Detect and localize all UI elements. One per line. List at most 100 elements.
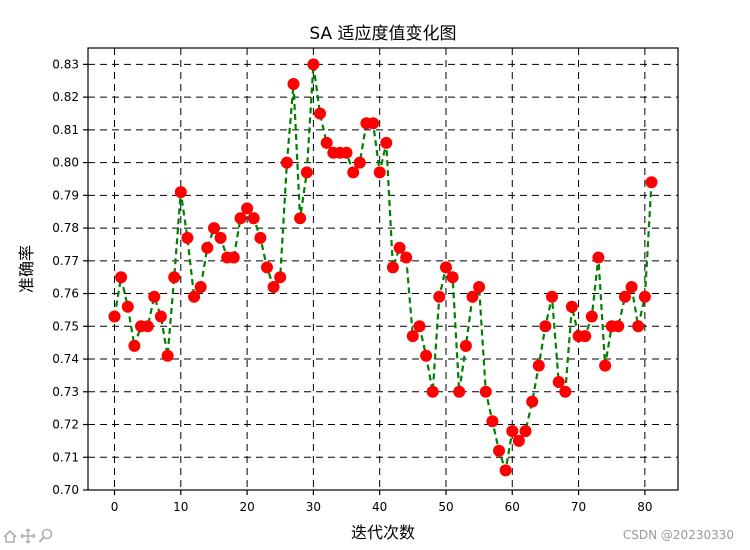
data-point bbox=[599, 359, 612, 372]
data-point bbox=[638, 290, 651, 303]
data-point bbox=[168, 271, 181, 284]
data-point bbox=[400, 251, 413, 264]
data-point bbox=[154, 310, 167, 323]
data-point bbox=[280, 156, 293, 169]
data-point bbox=[234, 212, 247, 225]
data-point bbox=[619, 290, 631, 303]
move-icon[interactable] bbox=[20, 528, 36, 544]
data-point bbox=[201, 241, 214, 254]
data-point bbox=[148, 290, 161, 303]
data-point bbox=[406, 330, 419, 343]
data-point bbox=[227, 251, 240, 264]
data-point bbox=[367, 117, 380, 130]
data-point bbox=[453, 385, 466, 398]
data-point bbox=[340, 146, 353, 159]
data-point bbox=[214, 231, 227, 244]
x-axis-label: 迭代次数 bbox=[351, 523, 415, 542]
data-point bbox=[645, 176, 658, 189]
y-axis-label: 准确率 bbox=[17, 245, 36, 293]
data-point bbox=[241, 202, 254, 215]
data-point bbox=[141, 320, 154, 333]
data-point bbox=[121, 300, 134, 313]
data-point bbox=[393, 241, 406, 254]
y-tick-label: 0.70 bbox=[52, 483, 79, 497]
y-tick-label: 0.82 bbox=[52, 90, 79, 104]
y-tick-label: 0.81 bbox=[52, 123, 79, 137]
data-point bbox=[426, 385, 439, 398]
data-point bbox=[267, 281, 280, 293]
data-point bbox=[320, 136, 333, 149]
data-point bbox=[539, 320, 552, 333]
data-point bbox=[512, 434, 525, 447]
data-point bbox=[565, 300, 578, 313]
data-point bbox=[274, 271, 287, 284]
toolbar bbox=[2, 528, 54, 544]
data-point bbox=[413, 320, 426, 333]
data-point bbox=[247, 212, 260, 225]
data-point bbox=[254, 231, 267, 244]
x-tick-label: 0 bbox=[111, 500, 119, 514]
axis-ticks: 0.70 0.71 0.72 0.73 0.74 0.75 0.76 0.77 0.78 0.79… bbox=[52, 57, 652, 514]
data-point bbox=[161, 349, 174, 362]
data-point bbox=[585, 310, 598, 323]
data-point bbox=[353, 156, 366, 169]
data-point bbox=[188, 290, 201, 303]
data-point bbox=[559, 385, 572, 398]
data-point bbox=[552, 376, 565, 388]
data-point bbox=[592, 251, 605, 264]
data-point bbox=[532, 359, 545, 372]
data-point bbox=[632, 320, 645, 333]
data-point bbox=[314, 107, 326, 120]
data-point bbox=[347, 166, 360, 179]
y-tick-label: 0.80 bbox=[52, 156, 79, 170]
y-tick-label: 0.83 bbox=[52, 57, 79, 71]
y-tick-label: 0.74 bbox=[52, 352, 79, 366]
data-point bbox=[466, 290, 479, 303]
data-point bbox=[373, 166, 386, 179]
x-tick-label: 40 bbox=[372, 500, 387, 514]
data-point bbox=[208, 222, 220, 235]
y-tick-label: 0.75 bbox=[52, 319, 79, 333]
data-point bbox=[261, 261, 273, 274]
data-point bbox=[519, 425, 532, 438]
data-point bbox=[446, 271, 459, 284]
data-point bbox=[526, 395, 539, 408]
data-point bbox=[579, 330, 592, 343]
x-tick-label: 50 bbox=[438, 500, 453, 514]
data-point bbox=[386, 261, 399, 274]
x-tick-label: 70 bbox=[571, 500, 586, 514]
data-point bbox=[115, 271, 128, 284]
grid bbox=[88, 48, 678, 491]
plot-frame bbox=[87, 47, 679, 491]
data-point bbox=[473, 281, 486, 293]
data-point bbox=[307, 58, 320, 71]
x-tick-label: 20 bbox=[239, 500, 254, 514]
y-tick-label: 0.76 bbox=[52, 287, 79, 301]
zoom-icon[interactable] bbox=[38, 528, 54, 544]
data-point bbox=[108, 310, 121, 323]
data-point bbox=[194, 281, 207, 293]
data-point bbox=[625, 281, 638, 293]
data-point bbox=[128, 339, 141, 352]
data-point bbox=[546, 290, 558, 303]
watermark: CSDN @20230330 bbox=[622, 528, 734, 542]
data-point bbox=[380, 136, 393, 149]
x-tick-label: 80 bbox=[637, 500, 652, 514]
data-point bbox=[294, 212, 307, 225]
data-point bbox=[440, 261, 452, 274]
data-point bbox=[433, 290, 446, 303]
data-point bbox=[506, 425, 519, 438]
chart-title: SA 适应度值变化图 bbox=[309, 24, 456, 44]
data-point bbox=[486, 415, 499, 428]
data-point bbox=[420, 349, 433, 362]
y-tick-label: 0.79 bbox=[52, 188, 79, 202]
data-point bbox=[493, 444, 505, 457]
y-tick-label: 0.77 bbox=[52, 254, 79, 268]
data-point bbox=[287, 78, 300, 90]
x-tick-label: 10 bbox=[173, 500, 188, 514]
y-tick-label: 0.78 bbox=[52, 221, 79, 235]
data-point bbox=[459, 339, 472, 352]
data-point bbox=[612, 320, 625, 333]
home-icon[interactable] bbox=[2, 528, 18, 544]
